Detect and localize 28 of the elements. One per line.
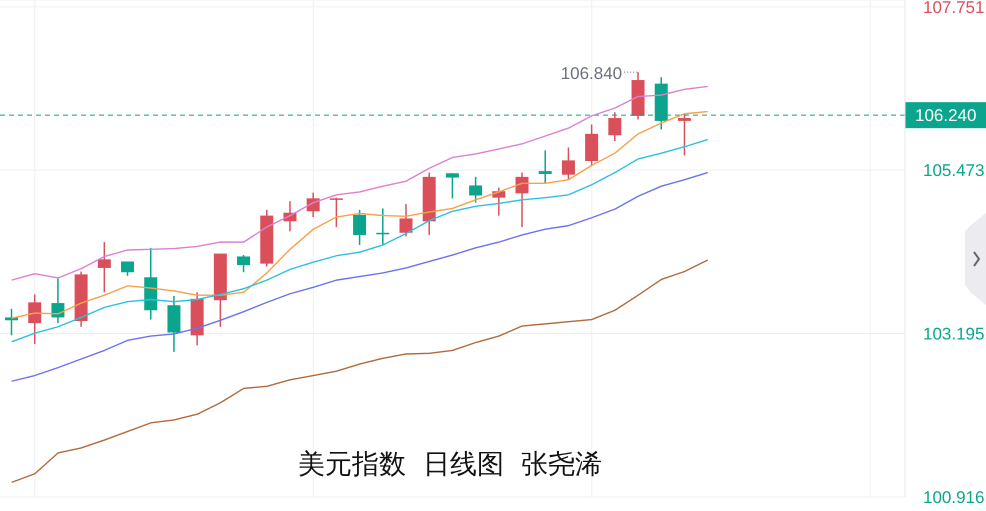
line-series — [10, 172, 708, 382]
candlestick — [562, 146, 575, 180]
candlestick — [121, 260, 134, 277]
candlestick — [608, 112, 622, 142]
candlestick — [5, 308, 18, 336]
candlestick — [98, 241, 111, 294]
y-tick-label: 105.473 — [923, 161, 984, 180]
ref-line-label: 106.240 — [915, 106, 976, 126]
candlestick — [446, 172, 459, 200]
line-series — [10, 138, 708, 343]
candlestick — [330, 196, 343, 228]
candlestick — [678, 112, 691, 156]
annotation: 106.840 — [560, 64, 622, 84]
candlestick — [237, 254, 250, 273]
candlestick — [376, 208, 390, 246]
candlestick — [538, 150, 552, 184]
y-tick-label: 100.916 — [923, 488, 984, 507]
y-tick-label: 107.751 — [923, 0, 984, 17]
y-tick-label: 103.195 — [923, 324, 984, 344]
candlestick — [399, 203, 412, 238]
candlestick — [516, 172, 529, 228]
line-series — [10, 259, 708, 484]
line-series — [10, 86, 708, 281]
candlestick — [28, 294, 42, 345]
candlestick — [51, 277, 64, 324]
text: 美元指数 日线图 张尧浠 — [296, 448, 604, 482]
candlestick — [353, 209, 366, 246]
candlestick — [469, 176, 482, 204]
